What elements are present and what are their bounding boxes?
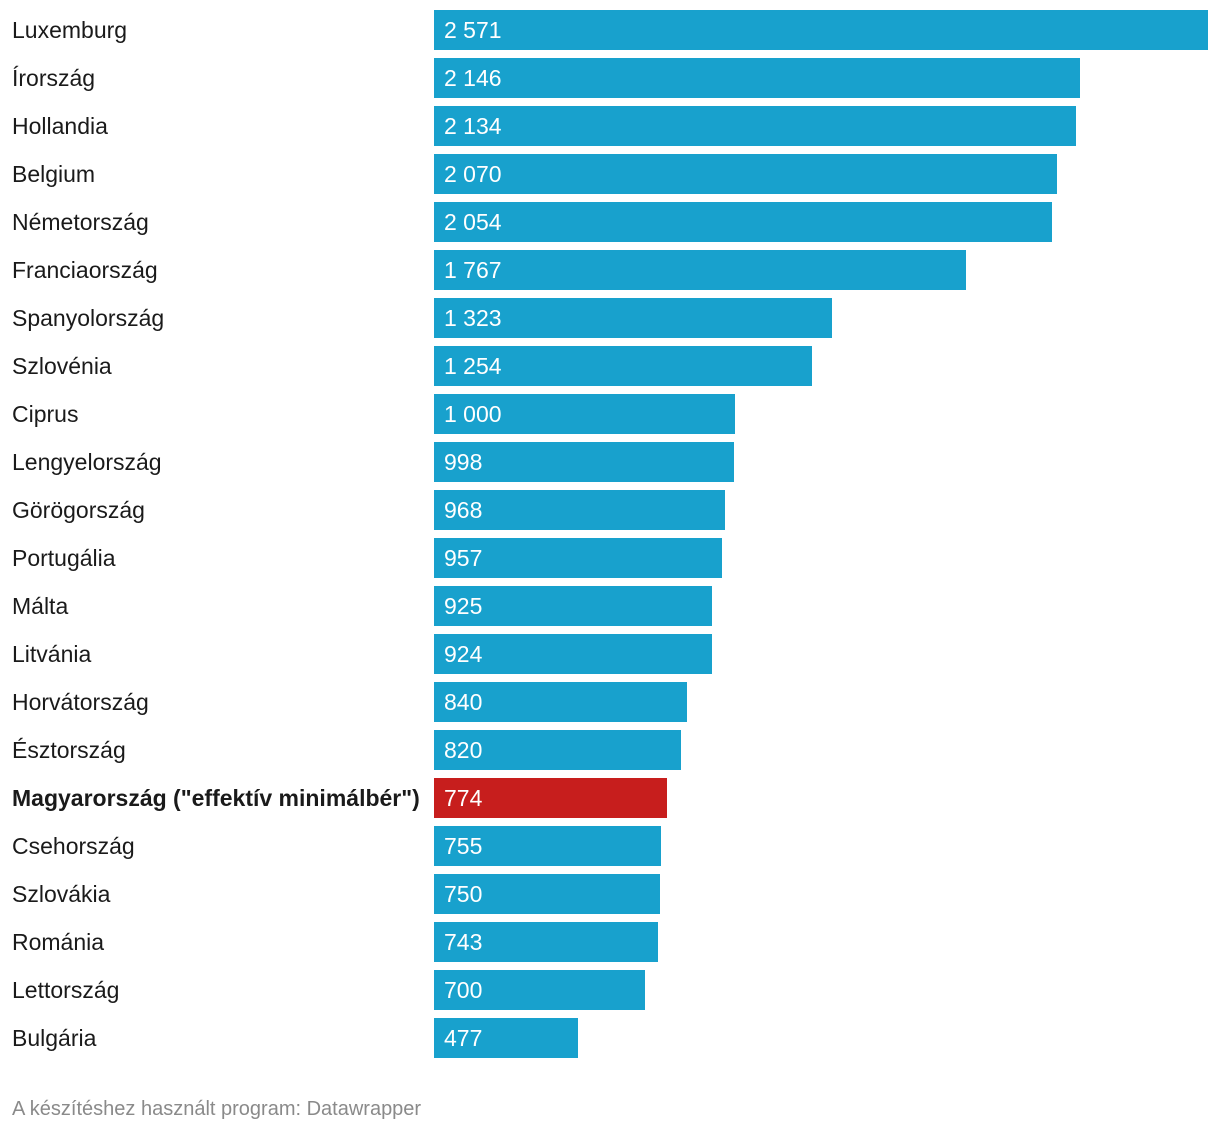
value-label: 1 254: [444, 353, 502, 379]
bar: [434, 874, 660, 914]
category-label: Litvánia: [12, 641, 91, 667]
bar: [434, 202, 1052, 242]
value-label: 2 571: [444, 17, 502, 43]
footer-credit: A készítéshez használt program: Datawrap…: [12, 1098, 422, 1120]
category-label: Németország: [12, 209, 149, 235]
value-label: 820: [444, 737, 482, 763]
category-label: Magyarország ("effektív minimálbér"): [12, 785, 420, 811]
bar: [434, 490, 725, 530]
category-label: Horvátország: [12, 689, 149, 715]
category-label: Románia: [12, 929, 104, 955]
bar: [434, 970, 645, 1010]
value-label: 1 767: [444, 257, 502, 283]
value-label: 700: [444, 977, 482, 1003]
category-label: Csehország: [12, 833, 135, 859]
value-label: 2 054: [444, 209, 502, 235]
value-label: 743: [444, 929, 482, 955]
category-label: Belgium: [12, 161, 95, 187]
value-label: 477: [444, 1025, 482, 1051]
category-label: Málta: [12, 593, 68, 619]
category-label: Lettország: [12, 977, 119, 1003]
bars: Luxemburg 2 571 Írország 2 146 Hollandia 2 13…: [12, 10, 1208, 1058]
bar: [434, 250, 966, 290]
value-label: 2 146: [444, 65, 502, 91]
value-label: 750: [444, 881, 482, 907]
bar: [434, 826, 661, 866]
category-label: Spanyolország: [12, 305, 164, 331]
bar: [434, 1018, 578, 1058]
bar: [434, 10, 1208, 50]
bar: [434, 730, 681, 770]
bar: [434, 106, 1076, 146]
value-label: 968: [444, 497, 482, 523]
category-label: Luxemburg: [12, 17, 127, 43]
value-label: 998: [444, 449, 482, 475]
value-label: 924: [444, 641, 483, 667]
value-label: 1 000: [444, 401, 502, 427]
category-label: Franciaország: [12, 257, 158, 283]
category-label: Portugália: [12, 545, 116, 571]
category-label: Szlovénia: [12, 353, 112, 379]
bar: [434, 394, 735, 434]
value-label: 925: [444, 593, 482, 619]
category-label: Bulgária: [12, 1025, 97, 1051]
bar: [434, 442, 734, 482]
bar: [434, 634, 712, 674]
bar: [434, 58, 1080, 98]
category-label: Lengyelország: [12, 449, 162, 475]
category-label: Észtország: [12, 737, 126, 763]
bar: [434, 154, 1057, 194]
value-label: 774: [444, 785, 483, 811]
bar: [434, 922, 658, 962]
value-label: 2 134: [444, 113, 502, 139]
category-label: Görögország: [12, 497, 145, 523]
value-label: 755: [444, 833, 482, 859]
category-label: Írország: [12, 65, 95, 91]
bar: [434, 586, 712, 626]
category-label: Hollandia: [12, 113, 108, 139]
bar: [434, 298, 832, 338]
category-label: Ciprus: [12, 401, 78, 427]
bar: [434, 682, 687, 722]
value-label: 1 323: [444, 305, 502, 331]
value-label: 840: [444, 689, 482, 715]
value-label: 957: [444, 545, 482, 571]
bar: [434, 346, 812, 386]
value-label: 2 070: [444, 161, 502, 187]
bar: [434, 538, 722, 578]
category-label: Szlovákia: [12, 881, 111, 907]
bar-highlight: [434, 778, 667, 818]
